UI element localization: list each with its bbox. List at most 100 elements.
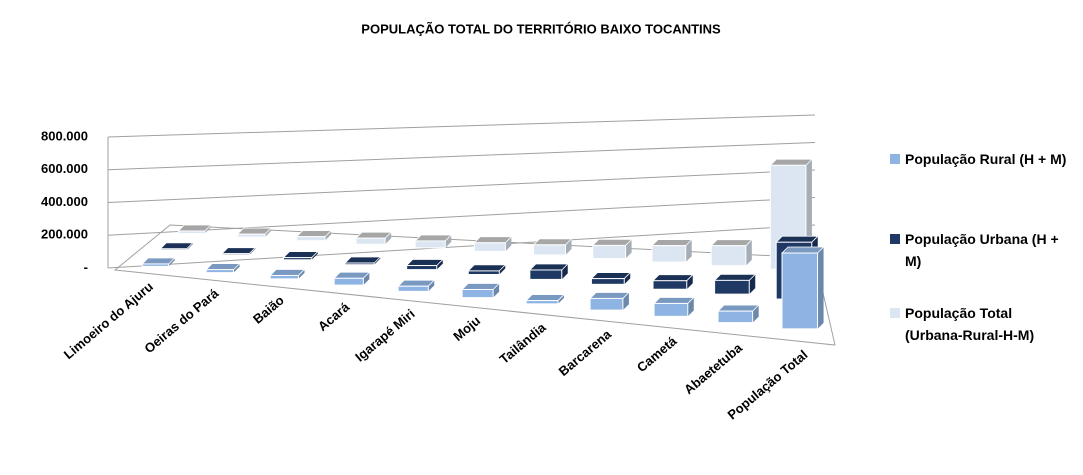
bar-top xyxy=(528,263,569,271)
x-tick-label: Cametá xyxy=(634,333,680,375)
bar-side xyxy=(493,283,500,298)
bar-side xyxy=(752,305,759,323)
bar-top xyxy=(775,235,819,243)
bar-top xyxy=(653,297,695,304)
bar xyxy=(589,297,624,311)
bar-top xyxy=(344,256,382,264)
x-tick-label: Baião xyxy=(250,292,287,326)
bar xyxy=(296,236,326,242)
bar-top xyxy=(159,242,194,250)
bar-side xyxy=(745,239,752,266)
bar-side xyxy=(565,238,572,255)
grid-line xyxy=(107,114,816,138)
bar xyxy=(781,252,819,330)
y-tick-label: 400.000 xyxy=(41,194,88,209)
bar xyxy=(221,253,250,256)
bar-side xyxy=(436,259,443,270)
x-tick-label: Moju xyxy=(450,313,483,344)
y-tick-label: 200.000 xyxy=(41,227,88,242)
bar xyxy=(529,269,563,280)
bar xyxy=(710,245,747,267)
bar-side xyxy=(561,263,568,280)
bar-top xyxy=(473,236,513,244)
legend-swatch xyxy=(890,154,900,164)
grid-line xyxy=(107,142,816,171)
legend-label: População Total (Urbana-Rural-H-M) xyxy=(905,305,1035,343)
bar xyxy=(177,230,206,235)
bar-top xyxy=(652,274,694,282)
y-tick-label: 600.000 xyxy=(41,161,88,176)
bar-top xyxy=(220,247,257,255)
bar xyxy=(473,242,506,252)
legend-swatch xyxy=(890,234,900,244)
bar xyxy=(590,278,625,285)
x-tick-label: Tailândia xyxy=(497,319,550,367)
bar-top xyxy=(710,239,753,247)
x-tick-label: População Total xyxy=(725,347,811,422)
bar xyxy=(141,263,170,267)
bar xyxy=(525,300,559,305)
bar-top xyxy=(355,231,393,239)
bar-side xyxy=(168,257,175,267)
bar xyxy=(237,233,266,238)
bar xyxy=(333,277,364,286)
x-tick-label: Abaetetuba xyxy=(681,340,745,397)
bar-side xyxy=(505,236,512,252)
bar-top xyxy=(467,264,507,272)
y-tick-label: 800.000 xyxy=(41,128,88,143)
bar-side xyxy=(622,292,629,311)
bar xyxy=(651,245,687,263)
chart-title: POPULAÇÃO TOTAL DO TERRITÓRIO BAIXO TOCA… xyxy=(361,21,721,36)
bar-side xyxy=(325,230,332,241)
bar-top xyxy=(717,304,760,312)
bar-top xyxy=(590,272,632,279)
bar-side xyxy=(298,269,305,279)
bar-top xyxy=(591,238,633,246)
x-tick-label: Oeiras do Pará xyxy=(141,285,222,356)
bar xyxy=(533,244,566,256)
bar-side xyxy=(204,225,211,234)
bar xyxy=(717,310,754,324)
bar xyxy=(714,279,750,295)
bar xyxy=(406,265,438,271)
bar xyxy=(159,248,188,251)
x-tick-label: Acará xyxy=(315,299,353,334)
bar xyxy=(653,302,689,317)
bar-top xyxy=(781,246,825,254)
bar-side xyxy=(558,294,565,304)
bar-side xyxy=(686,274,693,290)
grid-line xyxy=(107,197,816,236)
legend-label: População Urbana (H + M) xyxy=(905,231,1059,269)
x-tick-label: Barcarena xyxy=(556,326,615,379)
bar xyxy=(269,274,299,280)
bar-top xyxy=(532,238,573,246)
bar-top xyxy=(295,230,332,238)
bar xyxy=(282,257,313,261)
grid-line xyxy=(107,169,816,203)
bar-side xyxy=(499,264,506,275)
bar xyxy=(355,237,386,245)
bar xyxy=(467,270,500,275)
x-tick-label: Igarapé Miri xyxy=(352,306,418,364)
bar-top xyxy=(282,251,319,258)
bar-top xyxy=(414,234,453,242)
bar-top xyxy=(713,273,757,281)
bar xyxy=(592,244,627,260)
bar-side xyxy=(363,272,370,286)
bar xyxy=(344,262,375,266)
bar-top xyxy=(525,294,565,301)
bar-top xyxy=(405,259,444,266)
bar xyxy=(461,288,494,299)
bar-side xyxy=(445,234,452,248)
bar-top xyxy=(589,292,630,299)
bar-top xyxy=(177,224,212,232)
x-tick-label: Limoeiro do Ajuru xyxy=(61,279,156,362)
bar-top xyxy=(397,279,436,287)
legend-label: População Rural (H + M) xyxy=(905,151,1067,167)
legend-swatch xyxy=(890,308,900,318)
bar-top xyxy=(333,271,371,279)
y-tick-label: - xyxy=(84,259,88,274)
bar-top xyxy=(769,158,813,166)
